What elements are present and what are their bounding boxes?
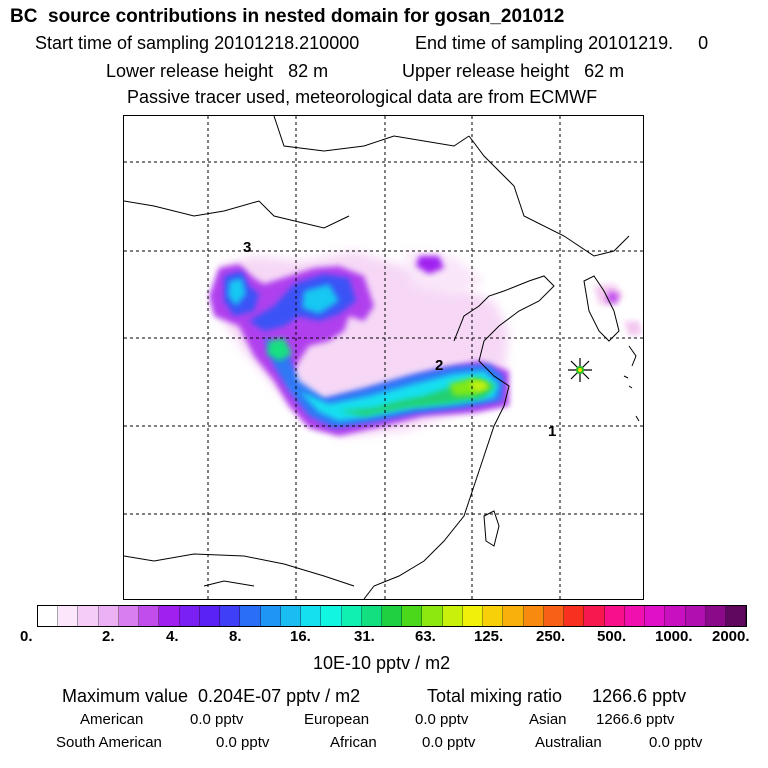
colorbar-swatch xyxy=(240,606,261,626)
colorbar-swatch xyxy=(523,606,544,626)
colorbar-swatch xyxy=(179,606,200,626)
south-american-value: 0.0 pptv xyxy=(216,734,270,751)
total-mixing-ratio: Total mixing ratio 1266.6 pptv xyxy=(427,686,687,706)
graticule xyxy=(124,116,643,599)
label-2: 2 xyxy=(435,357,443,374)
tracer-note: Passive tracer used, meteorological data… xyxy=(127,87,598,107)
colorbar-swatch xyxy=(361,606,382,626)
colorbar-tick: 2. xyxy=(102,628,115,645)
african-value: 0.0 pptv xyxy=(422,734,476,751)
colorbar-swatch xyxy=(301,606,322,626)
colorbar-tick: 8. xyxy=(229,628,242,645)
korea-coastline xyxy=(583,275,620,342)
colorbar-swatch xyxy=(584,606,605,626)
taiwan-coastline xyxy=(483,510,500,547)
map-panel: 3 2 1 xyxy=(123,115,644,600)
colorbar-tick: 1000. xyxy=(655,628,693,645)
colorbar-tick: 31. xyxy=(354,628,375,645)
label-3: 3 xyxy=(243,239,251,256)
japan-coastline xyxy=(628,345,637,367)
southwest-border xyxy=(203,580,255,587)
asian-label: Asian xyxy=(529,711,567,728)
northeast-border xyxy=(468,135,630,257)
label-1: 1 xyxy=(548,423,556,440)
colorbar-swatch xyxy=(321,606,342,626)
coastlines xyxy=(124,116,640,599)
receptor-star-icon xyxy=(568,358,592,382)
colorbar-swatch xyxy=(685,606,706,626)
colorbar-swatch xyxy=(402,606,423,626)
colorbar-swatch xyxy=(139,606,160,626)
colorbar-swatch xyxy=(483,606,504,626)
colorbar-tick: 250. xyxy=(536,628,566,645)
colorbar-tick: 63. xyxy=(415,628,436,645)
colorbar-swatch xyxy=(705,606,726,626)
maximum-value: Maximum value 0.204E-07 pptv / m2 xyxy=(62,686,361,706)
colorbar-swatch xyxy=(725,606,747,626)
colorbar-swatch xyxy=(220,606,241,626)
colorbar-swatch xyxy=(159,606,180,626)
northern-border xyxy=(273,116,470,152)
southern-border xyxy=(124,553,355,587)
colorbar-swatch xyxy=(604,606,625,626)
china-coastline xyxy=(363,275,555,599)
european-label: European xyxy=(304,711,370,728)
concentration-plume xyxy=(209,251,642,436)
end-sampling-time: End time of sampling 20101219. 0 xyxy=(415,33,709,53)
lower-release-height: Lower release height 82 m xyxy=(106,61,329,81)
african-label: African xyxy=(330,734,377,751)
american-label: American xyxy=(80,711,144,728)
colorbar-swatch xyxy=(78,606,99,626)
colorbar-swatch xyxy=(199,606,221,626)
european-value: 0.0 pptv xyxy=(415,711,469,728)
asian-value: 1266.6 pptv xyxy=(596,711,675,728)
colorbar xyxy=(37,605,747,627)
colorbar-swatch xyxy=(564,606,585,626)
colorbar-swatch xyxy=(503,606,524,626)
colorbar-swatch xyxy=(422,606,443,626)
colorbar-swatch xyxy=(118,606,140,626)
colorbar-swatch xyxy=(543,606,565,626)
colorbar-tick: 16. xyxy=(290,628,311,645)
colorbar-swatch xyxy=(280,606,302,626)
colorbar-swatch xyxy=(38,606,59,626)
colorbar-unit-label: 10E-10 pptv / m2 xyxy=(313,653,451,673)
upper-release-height: Upper release height 62 m xyxy=(402,61,625,81)
colorbar-swatch xyxy=(624,606,646,626)
colorbar-swatch xyxy=(645,606,666,626)
colorbar-swatch xyxy=(260,606,281,626)
map-canvas: 3 2 1 xyxy=(124,116,643,599)
start-sampling-time: Start time of sampling 20101218.210000 xyxy=(35,33,360,53)
colorbar-swatch xyxy=(381,606,403,626)
colorbar-tick: 125. xyxy=(474,628,504,645)
colorbar-tick: 500. xyxy=(597,628,627,645)
islands xyxy=(623,375,640,422)
australian-label: Australian xyxy=(535,734,602,751)
australian-value: 0.0 pptv xyxy=(649,734,703,751)
colorbar-swatch xyxy=(462,606,484,626)
american-value: 0.0 pptv xyxy=(190,711,244,728)
colorbar-swatch xyxy=(665,606,686,626)
colorbar-swatch xyxy=(98,606,119,626)
south-american-label: South American xyxy=(56,734,162,751)
colorbar-tick: 0. xyxy=(20,628,33,645)
colorbar-swatch xyxy=(341,606,362,626)
mongolia-border xyxy=(124,200,350,229)
colorbar-tick: 4. xyxy=(166,628,179,645)
plot-title: BC source contributions in nested domain… xyxy=(10,6,565,27)
colorbar-swatch xyxy=(442,606,463,626)
colorbar-swatch xyxy=(58,606,79,626)
colorbar-tick: 2000. xyxy=(712,628,750,645)
